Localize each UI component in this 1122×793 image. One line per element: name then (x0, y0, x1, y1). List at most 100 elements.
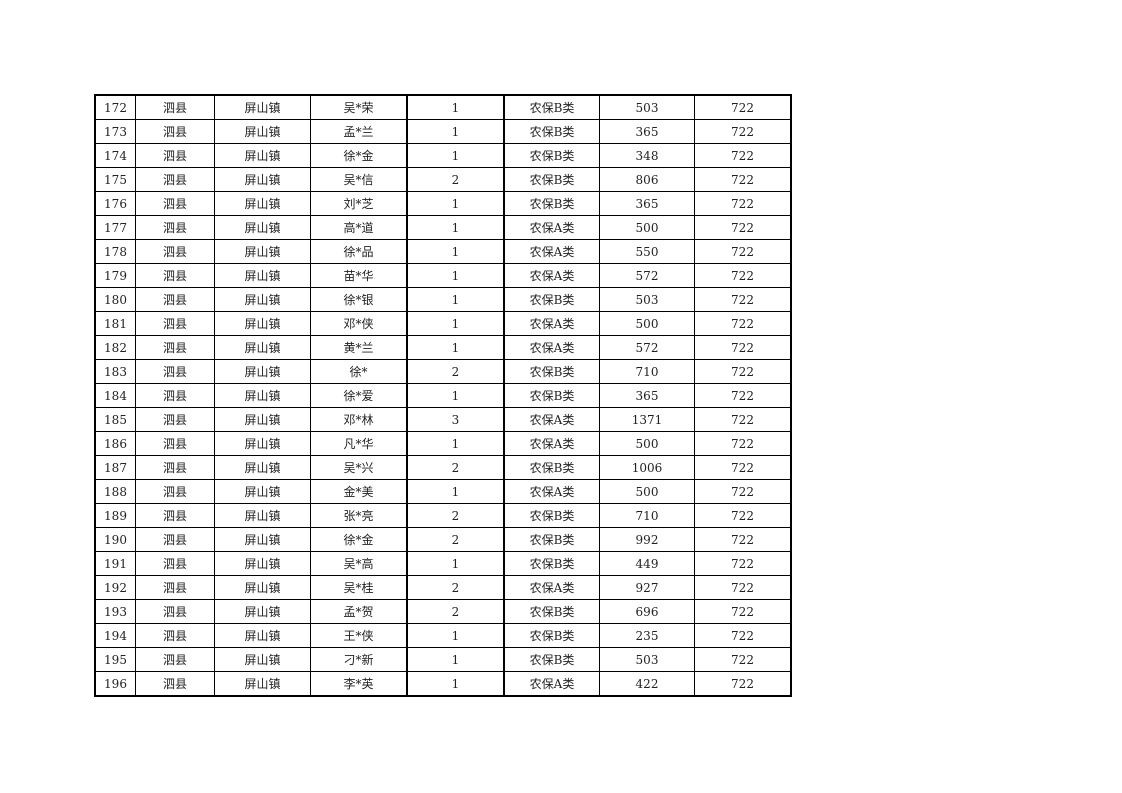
household-count-cell: 1 (406, 383, 505, 408)
insurance-type-cell: 农保A类 (503, 215, 600, 240)
person-name-cell: 徐*银 (310, 287, 408, 312)
amount-cell: 365 (599, 119, 695, 144)
row-number-cell: 172 (94, 94, 136, 120)
county-cell: 泗县 (135, 503, 215, 528)
county-cell: 泗县 (135, 239, 215, 264)
household-count-cell: 1 (406, 239, 505, 264)
person-name-cell: 吴*高 (310, 551, 408, 576)
row-number-cell: 192 (94, 575, 136, 600)
county-cell: 泗县 (135, 119, 215, 144)
table-row: 175 泗县 屏山镇 吴*信 2 农保B类 806 722 (94, 167, 792, 192)
household-count-cell: 1 (406, 479, 505, 504)
person-name-cell: 孟*兰 (310, 119, 408, 144)
table-row: 189 泗县 屏山镇 张*亮 2 农保B类 710 722 (94, 503, 792, 528)
person-name-cell: 徐*金 (310, 143, 408, 168)
county-cell: 泗县 (135, 407, 215, 432)
insurance-type-cell: 农保B类 (503, 383, 600, 408)
standard-cell: 722 (694, 383, 792, 408)
town-cell: 屏山镇 (214, 311, 311, 336)
standard-cell: 722 (694, 359, 792, 384)
amount-cell: 449 (599, 551, 695, 576)
town-cell: 屏山镇 (214, 671, 311, 697)
table-row: 183 泗县 屏山镇 徐* 2 农保B类 710 722 (94, 359, 792, 384)
table-row: 179 泗县 屏山镇 苗*华 1 农保A类 572 722 (94, 263, 792, 288)
town-cell: 屏山镇 (214, 407, 311, 432)
person-name-cell: 徐*品 (310, 239, 408, 264)
county-cell: 泗县 (135, 263, 215, 288)
data-table: 172 泗县 屏山镇 吴*荣 1 农保B类 503 722 173 泗县 屏山镇 孟*兰 1 农保B类 36… (94, 94, 792, 697)
person-name-cell: 金*美 (310, 479, 408, 504)
standard-cell: 722 (694, 167, 792, 192)
town-cell: 屏山镇 (214, 599, 311, 624)
person-name-cell: 吴*信 (310, 167, 408, 192)
insurance-type-cell: 农保B类 (503, 287, 600, 312)
insurance-type-cell: 农保B类 (503, 623, 600, 648)
table-row: 187 泗县 屏山镇 吴*兴 2 农保B类 1006 722 (94, 455, 792, 480)
standard-cell: 722 (694, 119, 792, 144)
amount-cell: 503 (599, 94, 695, 120)
town-cell: 屏山镇 (214, 335, 311, 360)
county-cell: 泗县 (135, 455, 215, 480)
insurance-type-cell: 农保B类 (503, 647, 600, 672)
amount-cell: 500 (599, 431, 695, 456)
row-number-cell: 190 (94, 527, 136, 552)
row-number-cell: 177 (94, 215, 136, 240)
town-cell: 屏山镇 (214, 383, 311, 408)
person-name-cell: 黄*兰 (310, 335, 408, 360)
amount-cell: 696 (599, 599, 695, 624)
household-count-cell: 1 (406, 551, 505, 576)
household-count-cell: 1 (406, 311, 505, 336)
row-number-cell: 188 (94, 479, 136, 504)
table-row: 184 泗县 屏山镇 徐*爱 1 农保B类 365 722 (94, 383, 792, 408)
table-row: 188 泗县 屏山镇 金*美 1 农保A类 500 722 (94, 479, 792, 504)
table-row: 173 泗县 屏山镇 孟*兰 1 农保B类 365 722 (94, 119, 792, 144)
amount-cell: 235 (599, 623, 695, 648)
county-cell: 泗县 (135, 311, 215, 336)
household-count-cell: 1 (406, 191, 505, 216)
county-cell: 泗县 (135, 215, 215, 240)
standard-cell: 722 (694, 287, 792, 312)
standard-cell: 722 (694, 551, 792, 576)
town-cell: 屏山镇 (214, 215, 311, 240)
county-cell: 泗县 (135, 599, 215, 624)
amount-cell: 927 (599, 575, 695, 600)
row-number-cell: 178 (94, 239, 136, 264)
household-count-cell: 1 (406, 263, 505, 288)
table-row: 185 泗县 屏山镇 邓*林 3 农保A类 1371 722 (94, 407, 792, 432)
row-number-cell: 187 (94, 455, 136, 480)
town-cell: 屏山镇 (214, 551, 311, 576)
row-number-cell: 174 (94, 143, 136, 168)
amount-cell: 572 (599, 335, 695, 360)
row-number-cell: 193 (94, 599, 136, 624)
household-count-cell: 1 (406, 215, 505, 240)
person-name-cell: 徐* (310, 359, 408, 384)
amount-cell: 500 (599, 215, 695, 240)
town-cell: 屏山镇 (214, 623, 311, 648)
person-name-cell: 刁*新 (310, 647, 408, 672)
household-count-cell: 2 (406, 359, 505, 384)
town-cell: 屏山镇 (214, 455, 311, 480)
row-number-cell: 175 (94, 167, 136, 192)
standard-cell: 722 (694, 407, 792, 432)
table-row: 181 泗县 屏山镇 邓*侠 1 农保A类 500 722 (94, 311, 792, 336)
standard-cell: 722 (694, 431, 792, 456)
person-name-cell: 孟*贺 (310, 599, 408, 624)
standard-cell: 722 (694, 575, 792, 600)
insurance-type-cell: 农保B类 (503, 503, 600, 528)
table-row: 172 泗县 屏山镇 吴*荣 1 农保B类 503 722 (94, 94, 792, 120)
standard-cell: 722 (694, 527, 792, 552)
county-cell: 泗县 (135, 647, 215, 672)
insurance-type-cell: 农保A类 (503, 575, 600, 600)
table-row: 196 泗县 屏山镇 李*英 1 农保A类 422 722 (94, 671, 792, 697)
county-cell: 泗县 (135, 575, 215, 600)
insurance-type-cell: 农保A类 (503, 263, 600, 288)
county-cell: 泗县 (135, 143, 215, 168)
standard-cell: 722 (694, 599, 792, 624)
standard-cell: 722 (694, 503, 792, 528)
insurance-type-cell: 农保A类 (503, 671, 600, 697)
row-number-cell: 176 (94, 191, 136, 216)
insurance-type-cell: 农保B类 (503, 527, 600, 552)
standard-cell: 722 (694, 191, 792, 216)
table-row: 186 泗县 屏山镇 凡*华 1 农保A类 500 722 (94, 431, 792, 456)
table-row: 182 泗县 屏山镇 黄*兰 1 农保A类 572 722 (94, 335, 792, 360)
